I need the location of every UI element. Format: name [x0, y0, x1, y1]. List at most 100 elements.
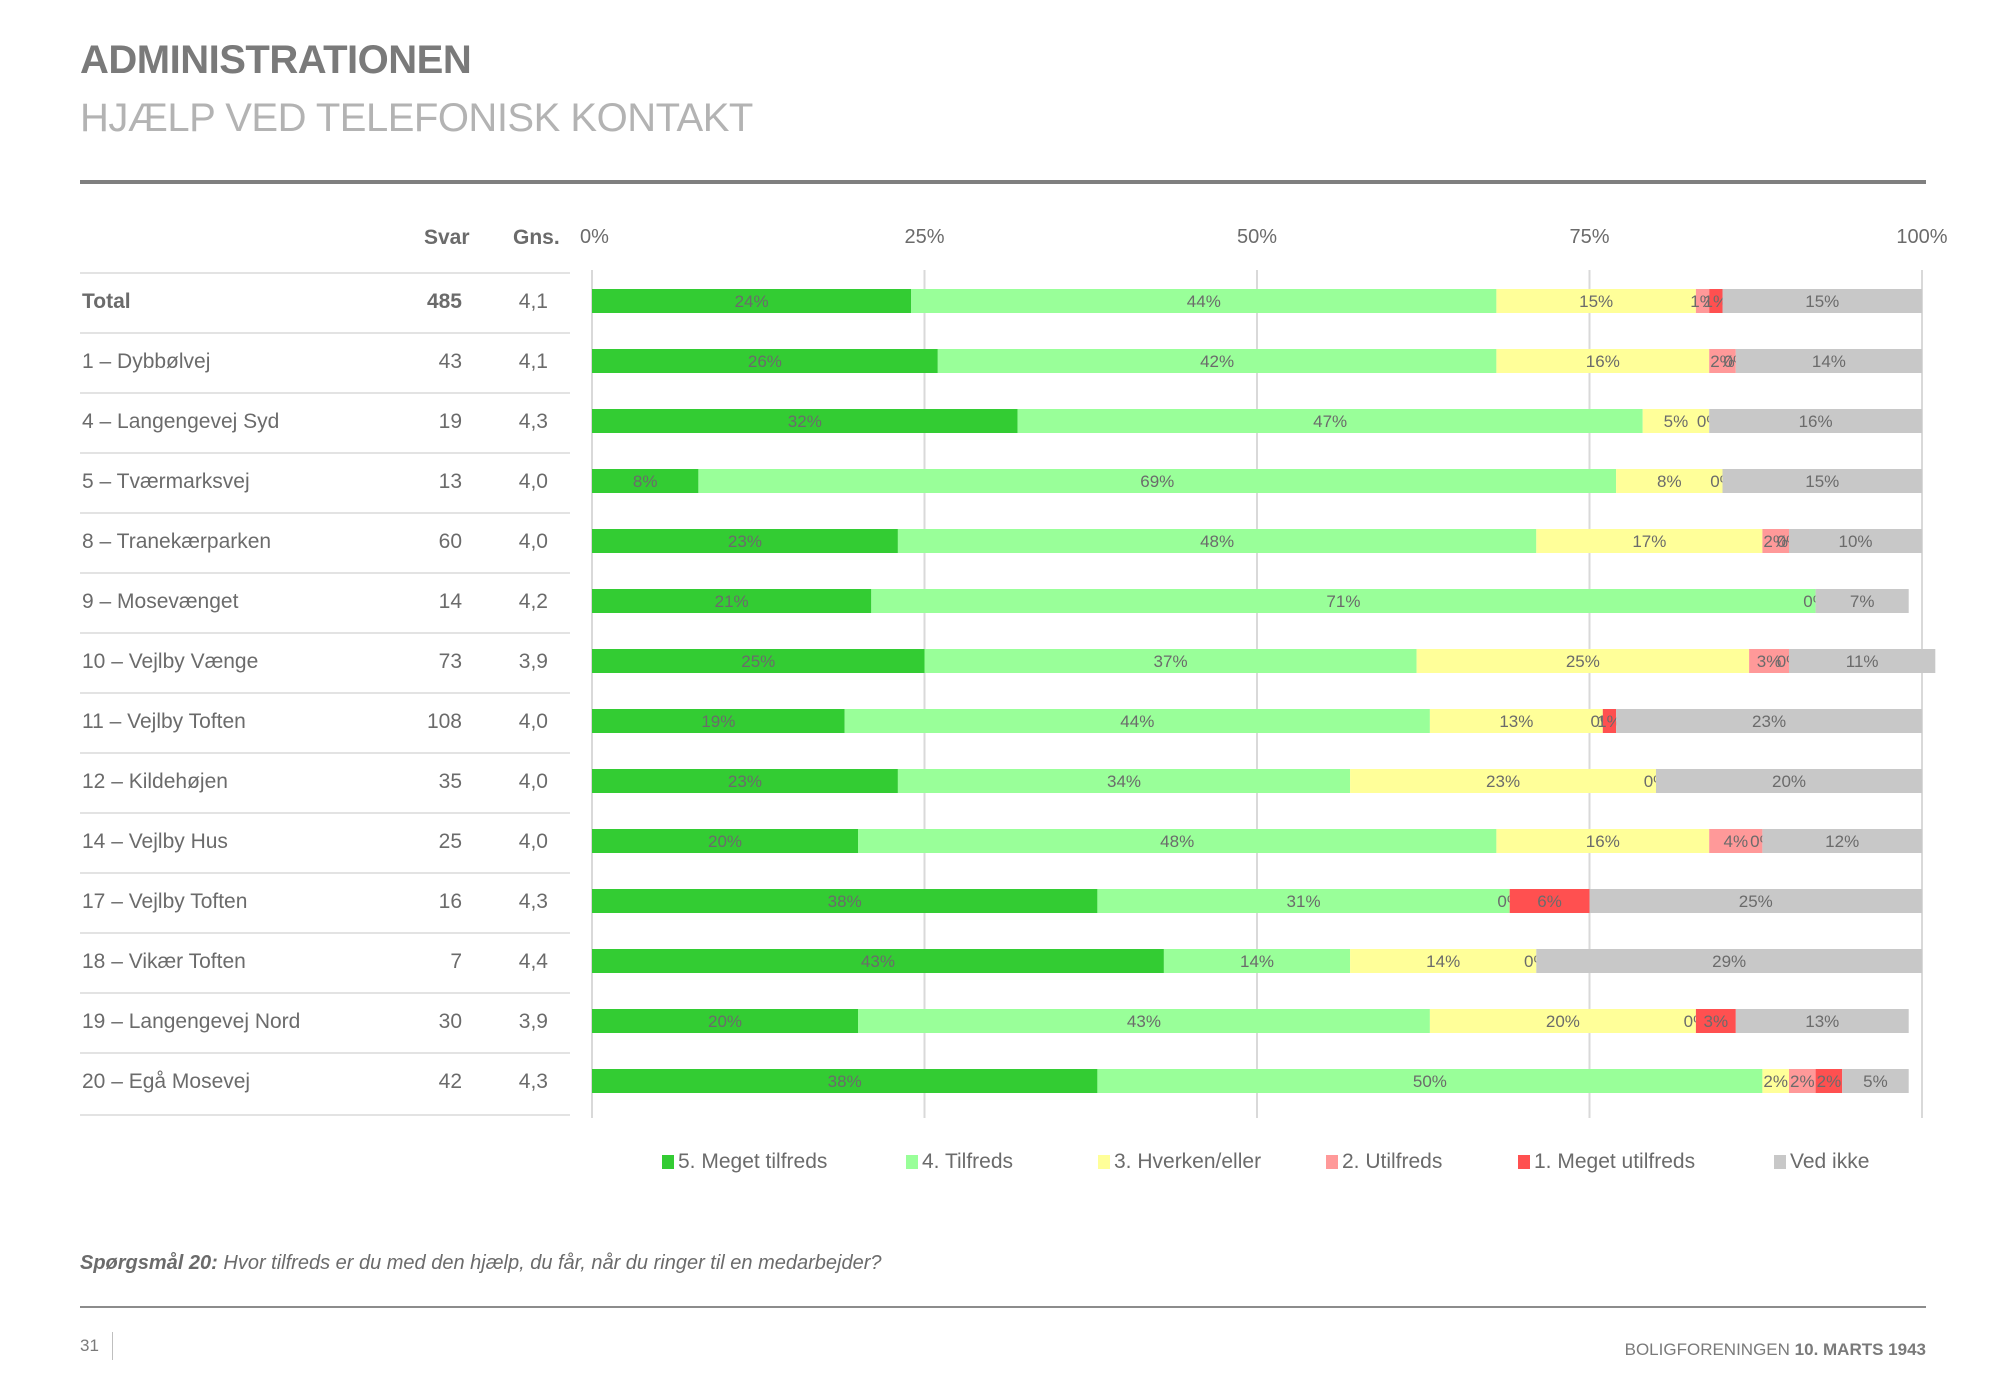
row-label: 17 – Vejlby Toften: [82, 890, 248, 913]
row-svar: 42: [438, 1070, 462, 1093]
table-row: 19 – Langengevej Nord 30 3,9: [80, 992, 570, 1054]
data-label: 0%: [1777, 532, 1802, 551]
row-svar: 485: [426, 290, 462, 313]
data-label: 43%: [861, 952, 895, 971]
page-subtitle: HJÆLP VED TELEFONISK KONTAKT: [80, 96, 753, 140]
table-row: 12 – Kildehøjen 35 4,0: [80, 752, 570, 814]
data-label: 2%: [1790, 1072, 1815, 1091]
data-label: 23%: [728, 772, 762, 791]
data-label: 2%: [1817, 1072, 1842, 1091]
bar-segment: [1496, 829, 1710, 853]
row-label: Total: [82, 290, 131, 313]
section-title: ADMINISTRATIONEN: [80, 38, 472, 82]
table-row: 1 – Dybbølvej 43 4,1: [80, 332, 570, 394]
footer-date: 10. MARTS 1943: [1794, 1340, 1926, 1359]
row-label: 18 – Vikær Toften: [82, 950, 246, 973]
bar-segment: [1350, 769, 1656, 793]
column-header-gns: Gns.: [513, 226, 560, 249]
page-number: 31: [80, 1336, 99, 1355]
row-label: 20 – Egå Mosevej: [82, 1070, 251, 1093]
data-label: 25%: [1566, 652, 1600, 671]
bar-segment: [1163, 949, 1351, 973]
data-label: 0%: [1710, 472, 1735, 491]
bar-segment: [1496, 289, 1696, 313]
bar-segment: [1616, 709, 1922, 733]
bar-segment: [1695, 1009, 1736, 1033]
bar-segment: [592, 409, 1018, 433]
legend-item: 1. Meget utilfreds: [1518, 1150, 1695, 1174]
data-label: 44%: [1120, 712, 1154, 731]
data-label: 13%: [1499, 712, 1533, 731]
legend-item: 5. Meget tilfreds: [662, 1150, 827, 1174]
row-label: 14 – Vejlby Hus: [82, 830, 228, 853]
row-label: 19 – Langengevej Nord: [82, 1010, 301, 1033]
bar-segment: [1722, 469, 1922, 493]
data-label: 24%: [735, 292, 769, 311]
bar-segment: [1709, 829, 1763, 853]
row-svar: 7: [450, 950, 462, 973]
data-label: 0%: [1644, 772, 1669, 791]
row-svar: 19: [438, 410, 462, 433]
row-label: 5 – Tværmarksvej: [82, 470, 250, 493]
table-row: 9 – Mosevænget 14 4,2: [80, 572, 570, 634]
bar-segment: [1536, 529, 1763, 553]
data-label: 23%: [728, 532, 762, 551]
bar-segment: [592, 349, 938, 373]
bar-segment: [1709, 349, 1736, 373]
data-label: 0%: [1697, 412, 1722, 431]
row-label: 12 – Kildehøjen: [82, 770, 228, 793]
data-label: 14%: [1240, 952, 1274, 971]
data-label: 8%: [1657, 472, 1682, 491]
bar-segment: [1429, 1009, 1696, 1033]
bar-segment: [1350, 949, 1537, 973]
bar-segment: [1509, 889, 1590, 913]
table-row-total: Total 485 4,1: [80, 272, 570, 334]
data-label: 38%: [828, 892, 862, 911]
bar-segment: [1842, 1069, 1909, 1093]
data-label: 25%: [741, 652, 775, 671]
data-label: 6%: [1537, 892, 1562, 911]
data-label: 4%: [1724, 832, 1749, 851]
data-label: 3%: [1704, 1012, 1729, 1031]
row-gns: 4,0: [518, 830, 548, 853]
table-row: 17 – Vejlby Toften 16 4,3: [80, 872, 570, 934]
data-label: 1%: [1597, 712, 1622, 731]
table-row: 20 – Egå Mosevej 42 4,3: [80, 1052, 570, 1116]
legend-item: 4. Tilfreds: [906, 1150, 1013, 1174]
footer-org: BOLIGFORENINGEN: [1624, 1340, 1795, 1359]
bar-segment: [1709, 409, 1922, 433]
data-label: 2%: [1763, 532, 1788, 551]
bar-segment: [1616, 469, 1723, 493]
question-body: Hvor tilfreds er du med den hjælp, du få…: [217, 1252, 882, 1274]
table-row: 18 – Vikær Toften 7 4,4: [80, 932, 570, 994]
row-label: 8 – Tranekærparken: [82, 530, 272, 553]
bar-segment: [897, 769, 1351, 793]
data-label: 2%: [1763, 1072, 1788, 1091]
data-label: 1%: [1690, 292, 1715, 311]
chart-legend: 5. Meget tilfreds 4. Tilfreds 3. Hverken/e…: [0, 1150, 2000, 1180]
table-row: 14 – Vejlby Hus 25 4,0: [80, 812, 570, 874]
data-label: 3%: [1757, 652, 1782, 671]
data-label: 5%: [1664, 412, 1689, 431]
data-label: 31%: [1287, 892, 1321, 911]
data-label: 26%: [748, 352, 782, 371]
data-label: 2%: [1710, 352, 1735, 371]
legend-label: 4. Tilfreds: [922, 1150, 1014, 1173]
bar-segment: [1496, 349, 1710, 373]
bar-segment: [924, 649, 1417, 673]
data-label: 0%: [1803, 592, 1828, 611]
row-gns: 4,3: [518, 1070, 548, 1093]
data-label: 0%: [1724, 352, 1749, 371]
bar-segment: [1762, 829, 1922, 853]
bar-segment: [698, 469, 1617, 493]
bar-segment: [844, 709, 1430, 733]
legend-swatch-icon: [1098, 1155, 1110, 1169]
legend-swatch-icon: [1518, 1155, 1530, 1169]
data-label: 44%: [1187, 292, 1221, 311]
row-svar: 73: [438, 650, 462, 673]
row-svar: 108: [426, 710, 462, 733]
data-label: 48%: [1160, 832, 1194, 851]
data-label: 16%: [1799, 412, 1833, 431]
bar-segment: [592, 529, 898, 553]
bar-segment: [1416, 649, 1750, 673]
